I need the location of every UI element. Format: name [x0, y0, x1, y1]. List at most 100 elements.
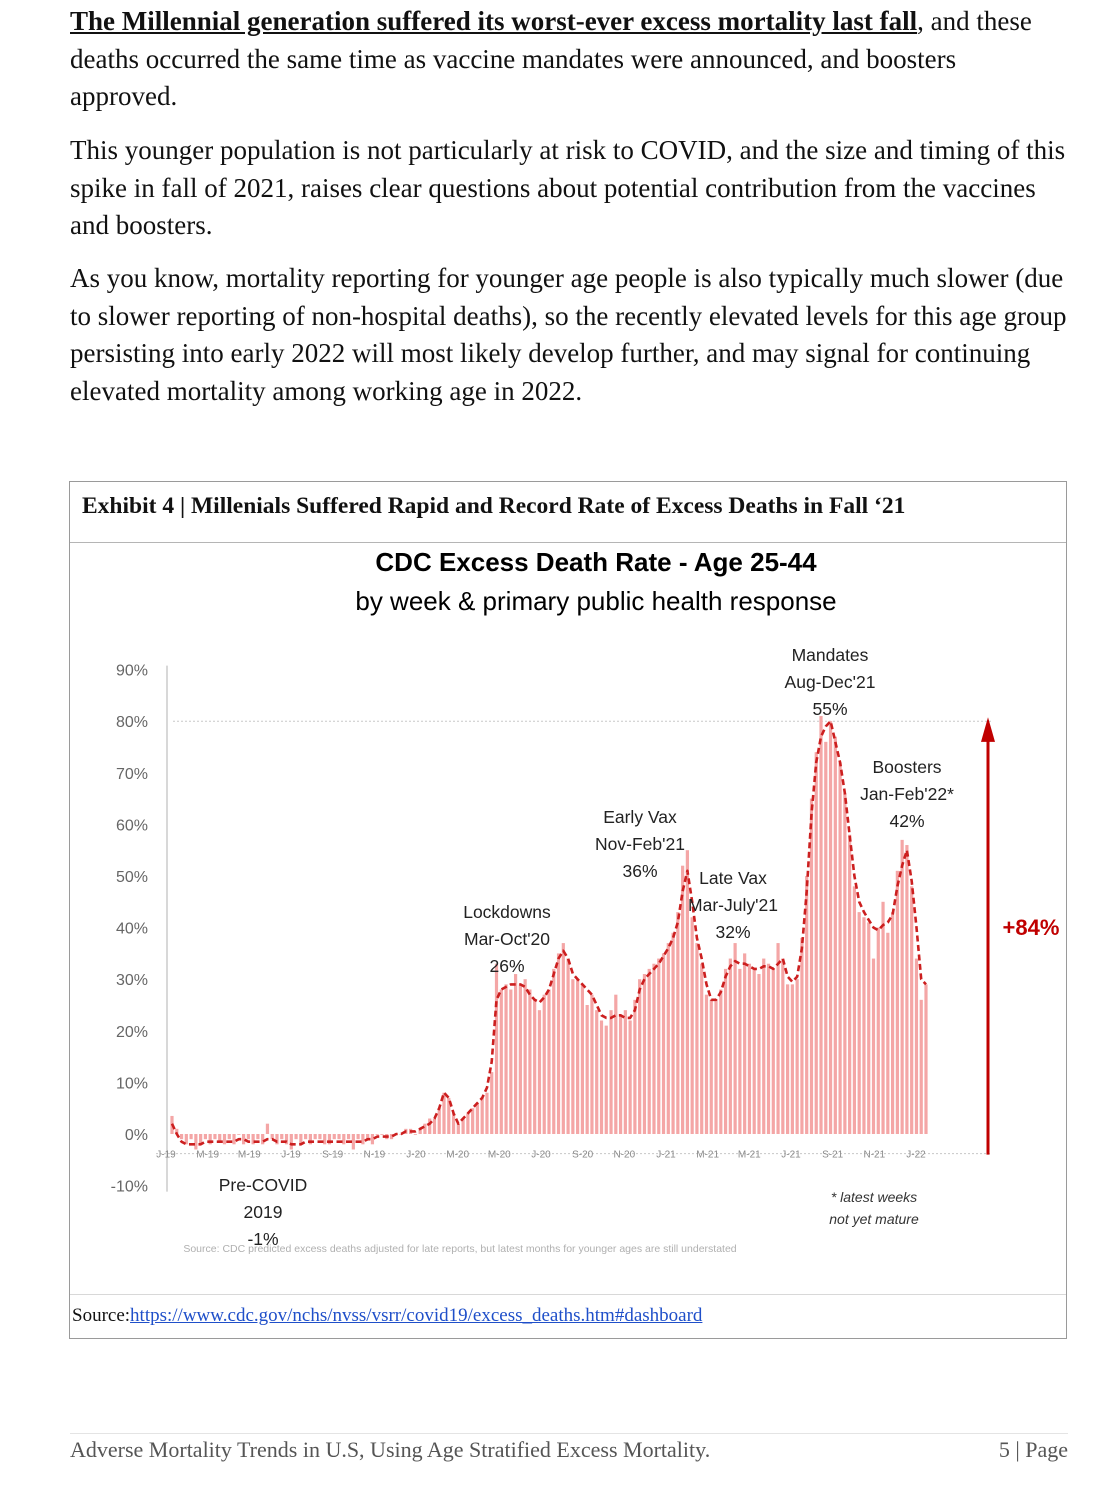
x-tick-label: J-21	[781, 1150, 801, 1161]
y-tick-label: 0%	[125, 1127, 148, 1144]
y-tick-label: 30%	[116, 972, 148, 989]
bar	[437, 1108, 441, 1134]
bar	[203, 1134, 208, 1140]
bar	[323, 1134, 327, 1145]
bar	[781, 958, 785, 1134]
bar	[890, 912, 895, 1134]
bar	[914, 958, 919, 1134]
bar	[456, 1123, 460, 1134]
bar	[657, 958, 661, 1134]
bar	[356, 1134, 360, 1140]
bar	[571, 979, 575, 1134]
bar	[518, 984, 522, 1134]
bar	[833, 736, 837, 1134]
bar	[284, 1134, 289, 1145]
x-tick-label: J-20	[406, 1150, 426, 1161]
source-link[interactable]: https://www.cdc.gov/nchs/nvss/vsrr/covid…	[130, 1305, 703, 1326]
y-tick-label: 90%	[116, 663, 148, 680]
x-tick-label: M-21	[696, 1150, 719, 1161]
bar	[513, 974, 518, 1134]
bar	[428, 1118, 432, 1134]
bar	[413, 1134, 417, 1135]
bar	[671, 932, 675, 1134]
bar	[828, 721, 833, 1134]
source-label: Source:	[72, 1305, 131, 1326]
bar	[786, 984, 790, 1134]
y-tick-label: 40%	[116, 921, 148, 938]
bar	[757, 974, 761, 1134]
bar	[738, 968, 742, 1134]
exhibit-divider	[70, 542, 1066, 543]
bar	[805, 876, 809, 1134]
bar	[552, 968, 556, 1134]
bar	[900, 839, 904, 1134]
bar	[714, 999, 718, 1134]
bar	[189, 1134, 193, 1140]
chart-subtitle: by week & primary public health response	[355, 586, 836, 616]
bar	[647, 968, 651, 1134]
y-tick-label: 60%	[116, 817, 148, 834]
bar	[261, 1134, 265, 1145]
bar	[728, 958, 732, 1134]
bar	[661, 953, 666, 1134]
annotation-label: Mandates Aug-Dec'21 55%	[785, 645, 876, 719]
bar	[480, 1097, 484, 1134]
annotation-label: Late Vax Mar-July'21 32%	[688, 868, 778, 942]
x-tick-label: N-19	[363, 1150, 385, 1161]
bar	[227, 1134, 231, 1140]
bar	[871, 958, 876, 1134]
bar	[867, 922, 871, 1134]
bar	[485, 1092, 489, 1134]
bar	[595, 1010, 599, 1134]
bar	[695, 943, 699, 1134]
bar	[208, 1134, 212, 1145]
footer-title: Adverse Mortality Trends in U.S, Using A…	[70, 1437, 711, 1462]
bar	[814, 752, 818, 1134]
annotation-label: Pre-COVID 2019 -1%	[219, 1175, 307, 1249]
bar	[819, 716, 823, 1134]
bar	[752, 968, 756, 1134]
bar	[218, 1134, 222, 1142]
bar	[442, 1092, 446, 1134]
arrow-head	[981, 717, 995, 742]
bar	[318, 1134, 322, 1140]
bar	[299, 1134, 303, 1145]
bar	[313, 1134, 317, 1140]
bar	[308, 1134, 312, 1145]
bar	[790, 984, 794, 1134]
paragraph-1-text: , and these deaths occurred the same tim…	[70, 6, 1032, 111]
bar	[566, 958, 570, 1134]
increase-label: +84%	[1003, 915, 1060, 940]
bar	[494, 963, 499, 1134]
bar	[542, 994, 546, 1134]
x-tick-label: S-21	[822, 1150, 844, 1161]
paragraph-1: The Millennial generation suffered its w…	[70, 3, 1070, 116]
bar	[461, 1118, 465, 1134]
bar	[327, 1134, 332, 1145]
bar	[509, 989, 513, 1134]
bar	[418, 1128, 422, 1134]
bar	[232, 1134, 236, 1145]
bar	[676, 912, 680, 1134]
bar	[175, 1128, 179, 1134]
y-tick-label: 70%	[116, 766, 148, 783]
bar	[857, 912, 861, 1134]
bar	[766, 963, 771, 1134]
page-number: 5 | Page	[998, 1437, 1068, 1462]
bar	[809, 798, 814, 1134]
bar	[280, 1134, 284, 1140]
bar	[251, 1134, 255, 1145]
x-tick-label: M-21	[738, 1150, 761, 1161]
bar	[743, 953, 747, 1134]
x-tick-label: J-19	[281, 1150, 301, 1161]
annotation-label: Early Vax Nov-Feb'21 36%	[595, 807, 685, 881]
bar	[451, 1113, 456, 1134]
bar	[499, 989, 503, 1134]
bar	[375, 1134, 379, 1135]
bar	[241, 1134, 246, 1145]
bar	[852, 886, 857, 1134]
x-tick-label: J-19	[156, 1150, 176, 1161]
bar	[289, 1134, 293, 1150]
bar	[919, 999, 923, 1134]
x-tick-label: S-20	[572, 1150, 594, 1161]
